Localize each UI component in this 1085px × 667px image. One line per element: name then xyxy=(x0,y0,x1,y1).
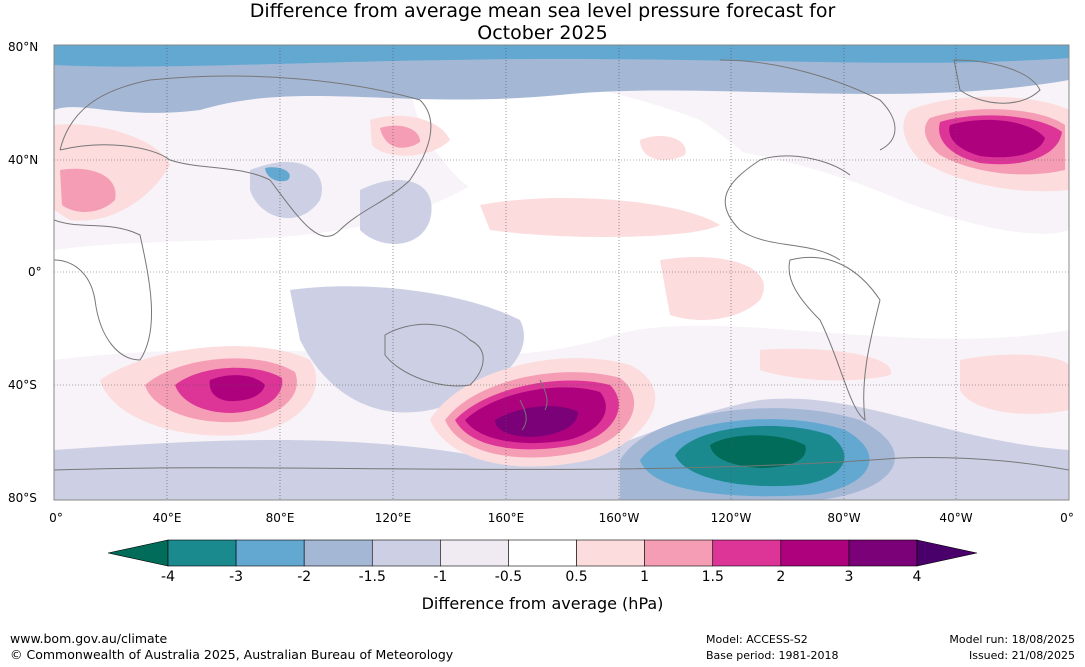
footer-model: Model: ACCESS-S2 xyxy=(706,633,808,646)
footer-url: www.bom.gov.au/climate xyxy=(10,631,168,646)
title-line-1: Difference from average mean sea level p… xyxy=(249,0,836,22)
colorbar-tick-label: -1.5 xyxy=(358,569,386,585)
map-frame xyxy=(53,44,1070,501)
lat-label-80s: 80°S xyxy=(8,491,37,505)
colorbar-box xyxy=(644,539,714,567)
siberia-high-core xyxy=(380,125,420,148)
lon-label: 40°E xyxy=(152,511,182,525)
lon-label: 0° xyxy=(49,511,63,525)
lat-label-eq: 0° xyxy=(28,265,42,279)
lon-label: 0° xyxy=(1060,511,1074,525)
lon-label: 80°E xyxy=(265,511,295,525)
colorbar-title: Difference from average (hPa) xyxy=(421,594,664,613)
footer-base-period: Base period: 1981-2018 xyxy=(706,649,839,662)
europe-high-core xyxy=(60,168,116,212)
colorbar-box xyxy=(303,539,373,567)
lon-label: 120°E xyxy=(374,511,412,525)
colorbar-tick-label: 3 xyxy=(844,569,854,585)
lat-label-40s: 40°S xyxy=(8,378,37,392)
aleutian-high xyxy=(640,135,686,160)
south-atlantic-east-high xyxy=(960,354,1069,414)
colorbar-tick-label: -4 xyxy=(161,569,175,585)
colorbar-box xyxy=(235,539,305,567)
coastlines xyxy=(54,59,1069,471)
asia-negative xyxy=(250,161,322,219)
neutral-north-pacific xyxy=(412,60,777,230)
colorbar-box xyxy=(167,539,237,567)
colorbar-tick-label: -2 xyxy=(297,569,312,585)
colorbar-box xyxy=(440,539,509,567)
chart-title: Difference from average mean sea level p… xyxy=(0,0,1085,44)
arctic-negative-core xyxy=(54,45,1069,67)
maritime-negative xyxy=(290,286,524,413)
east-pacific-high xyxy=(660,256,764,320)
lon-label: 160°W xyxy=(598,511,640,525)
colorbar-tick-label: 1 xyxy=(640,569,650,585)
colorbar-tick-label: 0.5 xyxy=(565,569,588,585)
tasman-high-core xyxy=(495,406,578,437)
title-line-2: October 2025 xyxy=(477,22,608,44)
colorbar-box xyxy=(576,539,645,567)
south-atlantic-high xyxy=(760,348,891,381)
colorbar-tick-label: 4 xyxy=(912,569,922,585)
lat-label-80n: 80°N xyxy=(8,40,39,54)
graticule xyxy=(54,45,1069,500)
footer-issued: Issued: 21/08/2025 xyxy=(968,649,1075,662)
colorbar-extend-high xyxy=(916,539,978,567)
colorbar-tick-label: 2 xyxy=(776,569,786,585)
colorbar-boxes xyxy=(167,539,918,567)
colorbar xyxy=(107,539,978,567)
north-atlantic-high-3 xyxy=(949,119,1045,158)
colorbar-box xyxy=(780,539,850,567)
colorbar-extend-low xyxy=(107,539,169,567)
colorbar-tick-label: -0.5 xyxy=(494,569,523,585)
footer-model-run: Model run: 18/08/2025 xyxy=(949,633,1075,646)
lon-label: 80°W xyxy=(827,511,861,525)
lon-label: 120°W xyxy=(710,511,752,525)
south-pacific-low-core xyxy=(710,435,806,468)
colorbar-box xyxy=(508,539,577,567)
colorbar-box xyxy=(848,539,918,567)
lat-label-40n: 40°N xyxy=(8,153,39,167)
colorbar-tick-label: 1.5 xyxy=(701,569,724,585)
lon-label: 40°W xyxy=(939,511,973,525)
north-pacific-high xyxy=(480,197,720,237)
tibet-negative-core xyxy=(265,167,290,182)
east-asia-negative xyxy=(360,180,432,244)
map-field xyxy=(54,45,1069,500)
colorbar-tick-label: -1 xyxy=(433,569,448,585)
colorbar-box xyxy=(712,539,782,567)
lon-label: 160°E xyxy=(487,511,525,525)
south-indian-high-3 xyxy=(209,375,265,402)
footer-copyright: © Commonwealth of Australia 2025, Austra… xyxy=(10,647,454,662)
colorbar-box xyxy=(371,539,441,567)
colorbar-tick-label: -3 xyxy=(229,569,244,585)
